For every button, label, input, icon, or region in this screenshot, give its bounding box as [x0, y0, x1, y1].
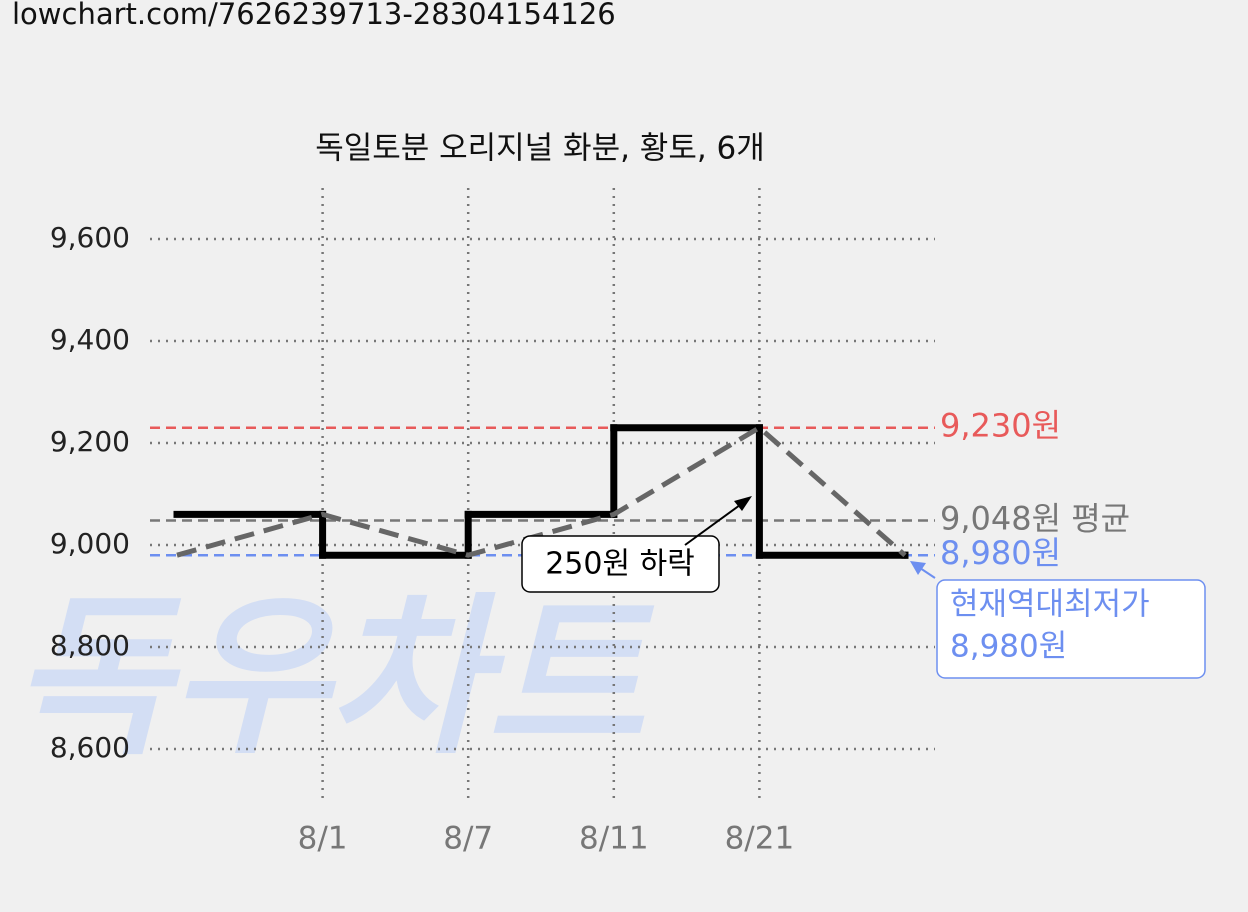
y-tick-label: 9,200: [50, 425, 130, 458]
y-tick-label: 9,400: [50, 323, 130, 356]
reference-label: 9,230원: [940, 407, 1061, 445]
callout-box: [936, 579, 1206, 679]
chart-title: 독일토분 오리지널 화분, 황토, 6개: [315, 131, 765, 167]
x-tick-label: 8/21: [725, 821, 795, 857]
arrow-head: [734, 496, 752, 511]
y-tick-label: 8,800: [50, 629, 130, 662]
annotation-box: [521, 535, 720, 593]
url: lowchart.com/7626239713-28304154126: [12, 0, 616, 31]
x-tick-label: 8/1: [298, 821, 348, 857]
reference-label: 8,980원: [940, 534, 1061, 572]
line-series: [176, 424, 907, 558]
x-tick-label: 8/11: [579, 821, 649, 857]
y-tick-label: 9,600: [50, 221, 130, 254]
watermark: 독우차트: [12, 577, 655, 778]
callout-line: 8,980원: [950, 629, 1067, 665]
annotation: 250원 하락: [545, 547, 695, 582]
annotation-arrow: [684, 504, 741, 546]
callout-arrow: [919, 567, 936, 579]
callout-line: 현재역대최저가: [950, 587, 1150, 623]
y-tick-label: 8,600: [50, 731, 130, 764]
reference-label: 9,048원 평균: [940, 500, 1130, 538]
x-tick-label: 8/7: [443, 821, 493, 857]
y-tick-label: 9,000: [50, 527, 130, 560]
arrow-head: [910, 561, 926, 575]
